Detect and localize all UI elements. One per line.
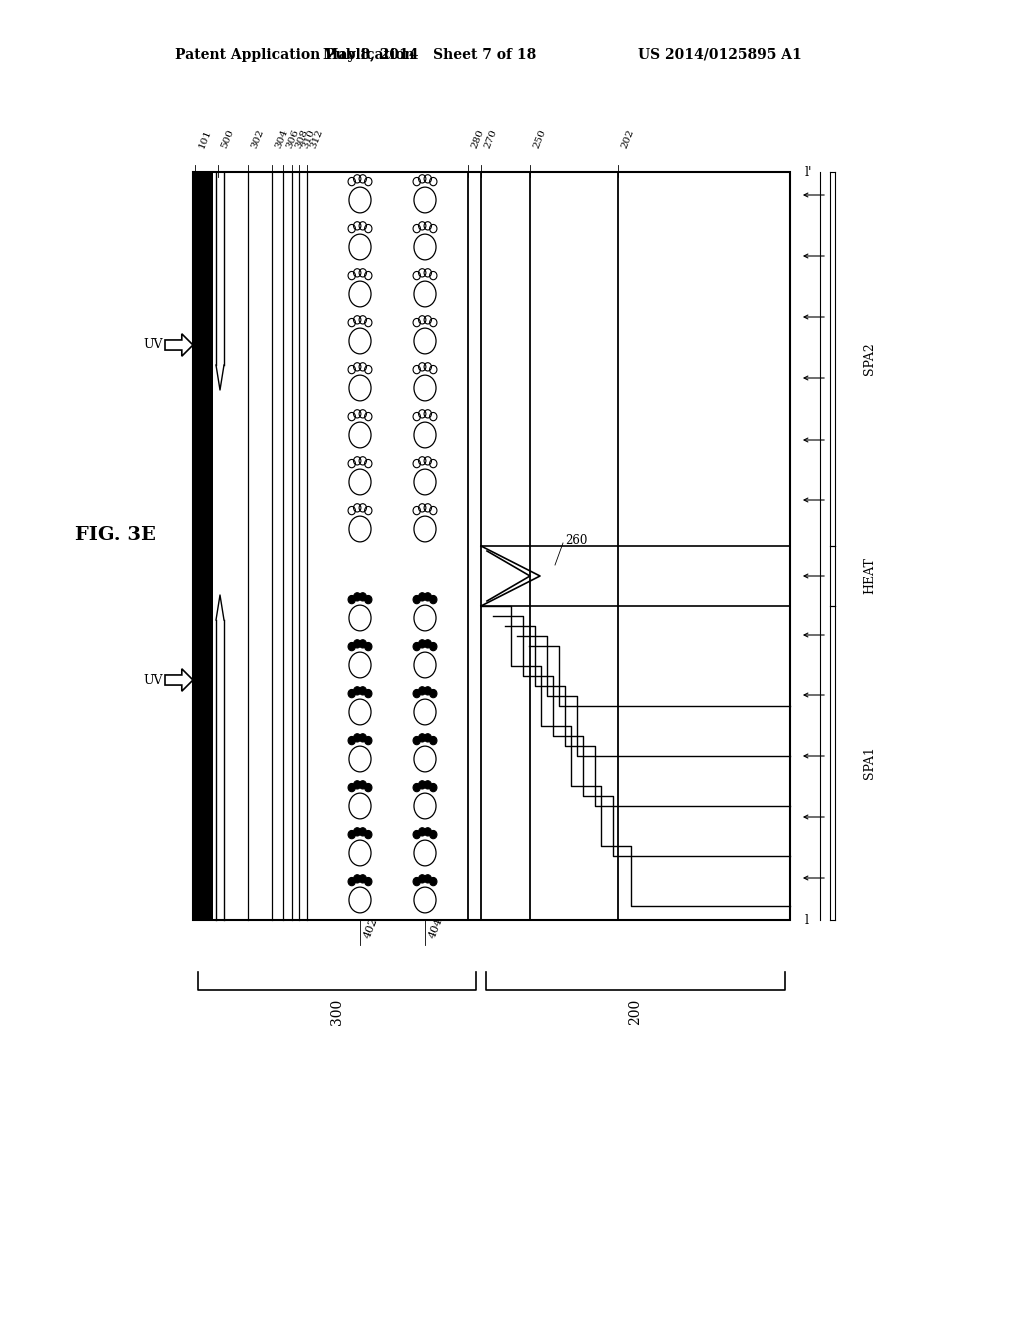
Ellipse shape xyxy=(424,734,431,742)
Ellipse shape xyxy=(419,686,426,694)
Ellipse shape xyxy=(430,737,437,744)
Ellipse shape xyxy=(353,875,360,883)
Ellipse shape xyxy=(413,878,421,886)
Text: 300: 300 xyxy=(330,999,344,1026)
Text: HEAT: HEAT xyxy=(863,557,877,594)
Text: l: l xyxy=(805,913,809,927)
Text: UV: UV xyxy=(143,338,163,351)
Ellipse shape xyxy=(365,784,372,792)
Text: 304: 304 xyxy=(274,128,290,150)
Text: 280: 280 xyxy=(470,128,485,150)
Ellipse shape xyxy=(424,780,431,789)
Text: 404: 404 xyxy=(427,916,444,940)
Text: SPA1: SPA1 xyxy=(863,747,877,779)
Ellipse shape xyxy=(419,593,426,601)
Ellipse shape xyxy=(413,689,421,698)
Text: 270: 270 xyxy=(483,128,499,150)
Ellipse shape xyxy=(413,595,421,603)
Text: 310: 310 xyxy=(301,128,316,150)
Ellipse shape xyxy=(419,640,426,648)
Text: UV: UV xyxy=(143,673,163,686)
Ellipse shape xyxy=(348,784,355,792)
Ellipse shape xyxy=(365,737,372,744)
Ellipse shape xyxy=(424,828,431,836)
Ellipse shape xyxy=(419,875,426,883)
Bar xyxy=(193,172,213,920)
Ellipse shape xyxy=(348,737,355,744)
Ellipse shape xyxy=(419,828,426,836)
Bar xyxy=(193,172,790,920)
Text: 500: 500 xyxy=(220,128,236,150)
Ellipse shape xyxy=(413,830,421,838)
Ellipse shape xyxy=(359,640,367,648)
Text: 101: 101 xyxy=(197,128,213,150)
Ellipse shape xyxy=(353,640,360,648)
Text: 302: 302 xyxy=(250,128,266,150)
Ellipse shape xyxy=(365,643,372,651)
Ellipse shape xyxy=(365,595,372,603)
Ellipse shape xyxy=(359,686,367,694)
Ellipse shape xyxy=(413,737,421,744)
Text: 402: 402 xyxy=(362,916,379,940)
Ellipse shape xyxy=(430,689,437,698)
Text: SPA2: SPA2 xyxy=(863,343,877,375)
Text: 308: 308 xyxy=(294,128,310,150)
Ellipse shape xyxy=(365,830,372,838)
Text: 260: 260 xyxy=(565,533,588,546)
Ellipse shape xyxy=(419,780,426,789)
Ellipse shape xyxy=(359,828,367,836)
Ellipse shape xyxy=(413,784,421,792)
Text: May 8, 2014   Sheet 7 of 18: May 8, 2014 Sheet 7 of 18 xyxy=(324,48,537,62)
Ellipse shape xyxy=(348,878,355,886)
Ellipse shape xyxy=(353,593,360,601)
Ellipse shape xyxy=(430,784,437,792)
Text: US 2014/0125895 A1: US 2014/0125895 A1 xyxy=(638,48,802,62)
Ellipse shape xyxy=(359,875,367,883)
Ellipse shape xyxy=(348,830,355,838)
Ellipse shape xyxy=(359,593,367,601)
Text: 250: 250 xyxy=(532,128,548,150)
Ellipse shape xyxy=(424,875,431,883)
Ellipse shape xyxy=(359,780,367,789)
Ellipse shape xyxy=(359,734,367,742)
Ellipse shape xyxy=(419,734,426,742)
Ellipse shape xyxy=(424,686,431,694)
Ellipse shape xyxy=(348,595,355,603)
Ellipse shape xyxy=(365,689,372,698)
Ellipse shape xyxy=(348,689,355,698)
Text: l': l' xyxy=(805,165,812,178)
Ellipse shape xyxy=(353,686,360,694)
Ellipse shape xyxy=(424,640,431,648)
Ellipse shape xyxy=(348,643,355,651)
Ellipse shape xyxy=(353,828,360,836)
Ellipse shape xyxy=(430,878,437,886)
Ellipse shape xyxy=(430,595,437,603)
Text: Patent Application Publication: Patent Application Publication xyxy=(175,48,415,62)
Text: 312: 312 xyxy=(309,128,325,150)
Ellipse shape xyxy=(353,734,360,742)
Ellipse shape xyxy=(424,593,431,601)
Ellipse shape xyxy=(430,830,437,838)
Ellipse shape xyxy=(353,780,360,789)
Text: 202: 202 xyxy=(620,128,636,150)
Ellipse shape xyxy=(365,878,372,886)
Ellipse shape xyxy=(413,643,421,651)
Text: FIG. 3E: FIG. 3E xyxy=(75,525,156,544)
Ellipse shape xyxy=(430,643,437,651)
Text: 200: 200 xyxy=(629,999,642,1026)
Text: 306: 306 xyxy=(285,128,301,150)
